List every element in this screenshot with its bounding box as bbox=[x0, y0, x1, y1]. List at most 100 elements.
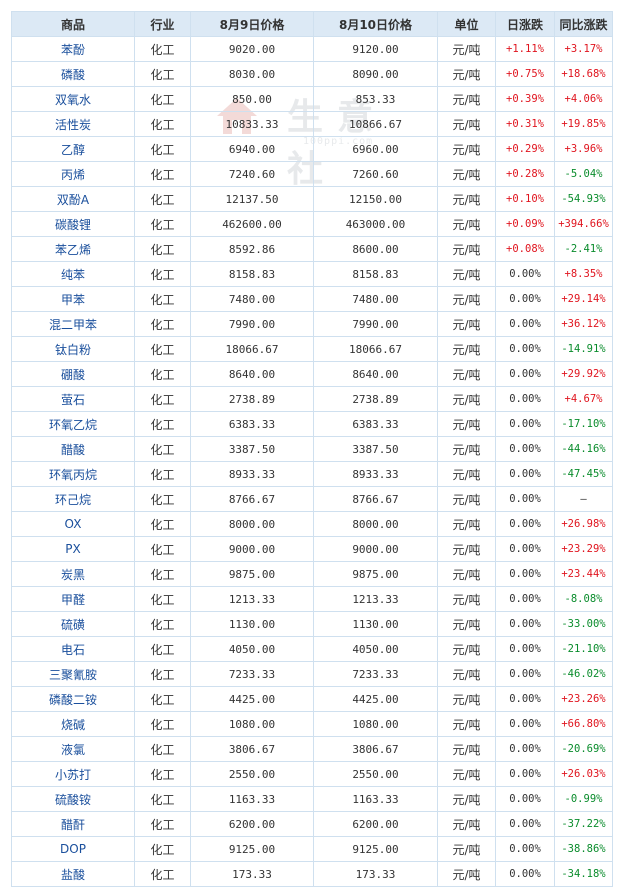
price-curr-cell: 2550.00 bbox=[313, 761, 438, 787]
product-name-link[interactable]: 硫磺 bbox=[11, 611, 135, 637]
price-curr-cell: 8933.33 bbox=[313, 461, 438, 487]
price-prev-cell: 10833.33 bbox=[190, 111, 314, 137]
product-name-link[interactable]: 甲苯 bbox=[11, 286, 135, 312]
industry-cell: 化工 bbox=[134, 261, 191, 287]
product-name-link[interactable]: 乙醇 bbox=[11, 136, 135, 162]
product-name-link[interactable]: 醋酐 bbox=[11, 811, 135, 837]
unit-cell: 元/吨 bbox=[437, 361, 496, 387]
day-change-cell: 0.00% bbox=[495, 486, 555, 512]
yoy-change-cell: +29.92% bbox=[554, 361, 613, 387]
unit-cell: 元/吨 bbox=[437, 311, 496, 337]
industry-cell: 化工 bbox=[134, 161, 191, 187]
table-row: 活性炭 化工 10833.33 10866.67 元/吨 +0.31% +19.85% bbox=[11, 111, 613, 137]
unit-cell: 元/吨 bbox=[437, 36, 496, 62]
product-name-link[interactable]: 炭黑 bbox=[11, 561, 135, 587]
industry-cell: 化工 bbox=[134, 786, 191, 812]
product-name-link[interactable]: 环己烷 bbox=[11, 486, 135, 512]
table-row: 硫酸铵 化工 1163.33 1163.33 元/吨 0.00% -0.99% bbox=[11, 786, 613, 812]
product-name-link[interactable]: 混二甲苯 bbox=[11, 311, 135, 337]
product-name-link[interactable]: OX bbox=[11, 511, 135, 537]
yoy-change-cell: -37.22% bbox=[554, 811, 613, 837]
price-curr-cell: 9125.00 bbox=[313, 836, 438, 862]
price-curr-cell: 3806.67 bbox=[313, 736, 438, 762]
price-prev-cell: 2738.89 bbox=[190, 386, 314, 412]
price-curr-cell: 853.33 bbox=[313, 86, 438, 112]
unit-cell: 元/吨 bbox=[437, 861, 496, 887]
product-name-link[interactable]: 烧碱 bbox=[11, 711, 135, 737]
product-name-link[interactable]: 纯苯 bbox=[11, 261, 135, 287]
product-name-link[interactable]: 苯乙烯 bbox=[11, 236, 135, 262]
product-name-link[interactable]: DOP bbox=[11, 836, 135, 862]
price-prev-cell: 6200.00 bbox=[190, 811, 314, 837]
table-row: 环氧乙烷 化工 6383.33 6383.33 元/吨 0.00% -17.10% bbox=[11, 411, 613, 437]
product-name-link[interactable]: 双酚A bbox=[11, 186, 135, 212]
unit-cell: 元/吨 bbox=[437, 186, 496, 212]
table-row: 磷酸二铵 化工 4425.00 4425.00 元/吨 0.00% +23.26% bbox=[11, 686, 613, 712]
product-name-link[interactable]: 双氧水 bbox=[11, 86, 135, 112]
industry-cell: 化工 bbox=[134, 61, 191, 87]
product-name-link[interactable]: 钛白粉 bbox=[11, 336, 135, 362]
unit-cell: 元/吨 bbox=[437, 761, 496, 787]
product-name-link[interactable]: 环氧乙烷 bbox=[11, 411, 135, 437]
price-curr-cell: 7233.33 bbox=[313, 661, 438, 687]
product-name-link[interactable]: 磷酸二铵 bbox=[11, 686, 135, 712]
product-name-link[interactable]: 小苏打 bbox=[11, 761, 135, 787]
product-name-link[interactable]: 电石 bbox=[11, 636, 135, 662]
yoy-change-cell: +23.44% bbox=[554, 561, 613, 587]
yoy-change-cell: +3.17% bbox=[554, 36, 613, 62]
day-change-cell: +1.11% bbox=[495, 36, 555, 62]
product-name-link[interactable]: 硼酸 bbox=[11, 361, 135, 387]
table-row: 碳酸锂 化工 462600.00 463000.00 元/吨 +0.09% +394.66% bbox=[11, 211, 613, 237]
table-row: 电石 化工 4050.00 4050.00 元/吨 0.00% -21.10% bbox=[11, 636, 613, 662]
yoy-change-cell: -5.04% bbox=[554, 161, 613, 187]
product-name-link[interactable]: 醋酸 bbox=[11, 436, 135, 462]
unit-cell: 元/吨 bbox=[437, 811, 496, 837]
price-curr-cell: 7480.00 bbox=[313, 286, 438, 312]
product-name-link[interactable]: 碳酸锂 bbox=[11, 211, 135, 237]
table-row: 丙烯 化工 7240.60 7260.60 元/吨 +0.28% -5.04% bbox=[11, 161, 613, 187]
day-change-cell: 0.00% bbox=[495, 461, 555, 487]
product-name-link[interactable]: 盐酸 bbox=[11, 861, 135, 887]
table-row: 环氧丙烷 化工 8933.33 8933.33 元/吨 0.00% -47.45% bbox=[11, 461, 613, 487]
industry-cell: 化工 bbox=[134, 636, 191, 662]
table-row: 三聚氰胺 化工 7233.33 7233.33 元/吨 0.00% -46.02% bbox=[11, 661, 613, 687]
unit-cell: 元/吨 bbox=[437, 661, 496, 687]
product-name-link[interactable]: 环氧丙烷 bbox=[11, 461, 135, 487]
product-name-link[interactable]: 甲醛 bbox=[11, 586, 135, 612]
yoy-change-cell: -14.91% bbox=[554, 336, 613, 362]
day-change-cell: +0.31% bbox=[495, 111, 555, 137]
unit-cell: 元/吨 bbox=[437, 286, 496, 312]
day-change-cell: 0.00% bbox=[495, 636, 555, 662]
day-change-cell: 0.00% bbox=[495, 811, 555, 837]
yoy-change-cell: +23.26% bbox=[554, 686, 613, 712]
yoy-change-cell: -33.00% bbox=[554, 611, 613, 637]
price-curr-cell: 3387.50 bbox=[313, 436, 438, 462]
product-name-link[interactable]: 液氯 bbox=[11, 736, 135, 762]
product-name-link[interactable]: 磷酸 bbox=[11, 61, 135, 87]
yoy-change-cell: -21.10% bbox=[554, 636, 613, 662]
day-change-cell: 0.00% bbox=[495, 761, 555, 787]
yoy-change-cell: +394.66% bbox=[554, 211, 613, 237]
day-change-cell: 0.00% bbox=[495, 336, 555, 362]
yoy-change-cell: +36.12% bbox=[554, 311, 613, 337]
product-name-link[interactable]: 苯酚 bbox=[11, 36, 135, 62]
yoy-change-cell: -38.86% bbox=[554, 836, 613, 862]
unit-cell: 元/吨 bbox=[437, 461, 496, 487]
day-change-cell: 0.00% bbox=[495, 586, 555, 612]
price-curr-cell: 7260.60 bbox=[313, 161, 438, 187]
industry-cell: 化工 bbox=[134, 386, 191, 412]
product-name-link[interactable]: 丙烯 bbox=[11, 161, 135, 187]
day-change-cell: 0.00% bbox=[495, 286, 555, 312]
price-prev-cell: 173.33 bbox=[190, 861, 314, 887]
product-name-link[interactable]: 萤石 bbox=[11, 386, 135, 412]
price-prev-cell: 8592.86 bbox=[190, 236, 314, 262]
product-name-link[interactable]: PX bbox=[11, 536, 135, 562]
industry-cell: 化工 bbox=[134, 211, 191, 237]
price-prev-cell: 8030.00 bbox=[190, 61, 314, 87]
product-name-link[interactable]: 三聚氰胺 bbox=[11, 661, 135, 687]
yoy-change-cell: +26.98% bbox=[554, 511, 613, 537]
product-name-link[interactable]: 活性炭 bbox=[11, 111, 135, 137]
table-row: 炭黑 化工 9875.00 9875.00 元/吨 0.00% +23.44% bbox=[11, 561, 613, 587]
header-price-curr: 8月10日价格 bbox=[313, 11, 438, 37]
product-name-link[interactable]: 硫酸铵 bbox=[11, 786, 135, 812]
